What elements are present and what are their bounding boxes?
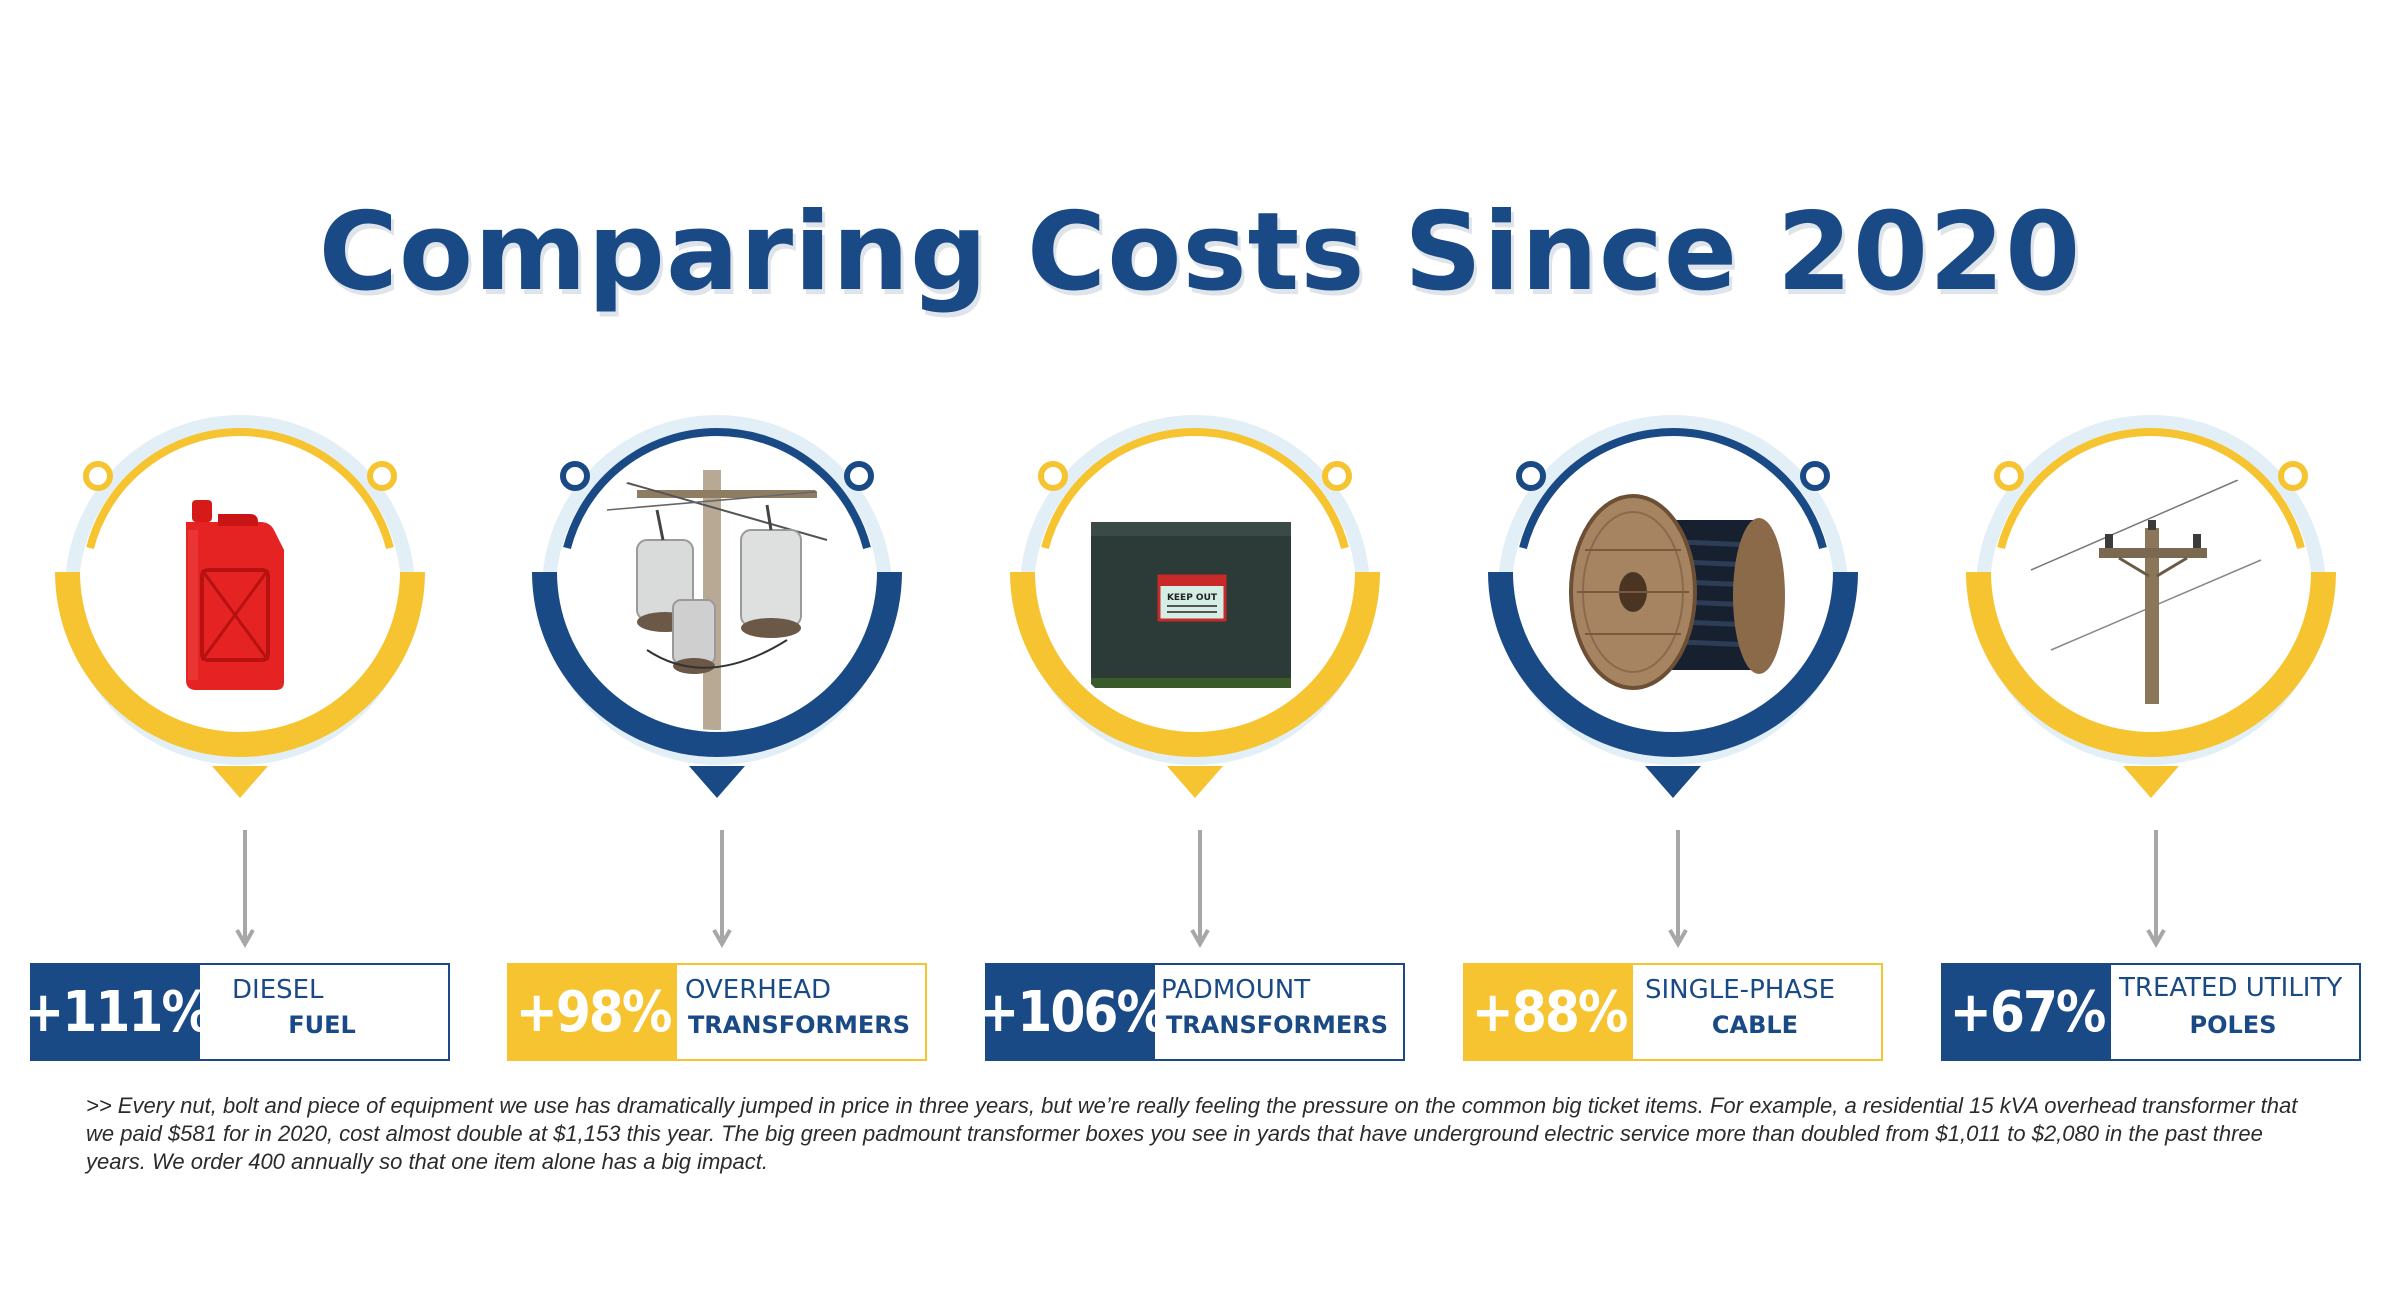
down-arrow-icon [235, 830, 255, 949]
badge-ring [1488, 415, 1858, 798]
percent-increase: +106% [977, 965, 1167, 1059]
item-name-line2: CABLE [1711, 1011, 1799, 1039]
cost-label-box: +106% PADMOUNT TRANSFORMERS [977, 963, 1405, 1061]
warning-sign-text: KEEP OUT [1167, 593, 1218, 603]
item-name-line2: FUEL [288, 1011, 356, 1039]
cost-label-box: +67% TREATED UTILITY POLES [1941, 963, 2361, 1061]
cost-item-overhead-transformers: +98% OVERHEAD TRANSFORMERS [507, 380, 927, 1080]
down-arrow-icon [2146, 830, 2166, 949]
percent-increase: +67% [1943, 965, 2111, 1059]
cable-spool-icon [1533, 450, 1813, 730]
item-name-line2: POLES [2189, 1011, 2277, 1039]
cost-label-box: +111% DIESEL FUEL [22, 963, 450, 1061]
padmount-transformer-icon: KEEP OUT [1055, 450, 1335, 730]
page-title: Comparing Costs Since 2020 [318, 190, 2082, 315]
utility-pole-icon [2011, 450, 2291, 730]
item-name-line2: TRANSFORMERS [1165, 1011, 1389, 1039]
item-name-line1: OVERHEAD [685, 975, 832, 1005]
cost-label-box: +98% OVERHEAD TRANSFORMERS [507, 963, 927, 1061]
item-name-line1: PADMOUNT [1161, 975, 1311, 1005]
fuel-can-icon [100, 450, 380, 730]
item-name-line1: TREATED UTILITY [2119, 973, 2343, 1003]
cost-label-box: +88% SINGLE-PHASE CABLE [1463, 963, 1883, 1061]
down-arrow-icon [1668, 830, 1688, 949]
item-name-line1: SINGLE-PHASE [1645, 975, 1836, 1005]
cost-item-padmount-transformers: KEEP OUT +106% PADMOUNT TRANSFORMERS [977, 380, 1405, 1080]
cost-item-single-phase-cable: +88% SINGLE-PHASE CABLE [1463, 380, 1883, 1080]
cost-item-diesel-fuel: +111% DIESEL FUEL [22, 380, 450, 1080]
badge-ring [1010, 415, 1380, 798]
badge-ring [1966, 415, 2336, 798]
percent-increase: +98% [509, 965, 677, 1059]
badge-ring [532, 415, 902, 798]
overhead-transformer-icon [577, 450, 857, 730]
item-name-line1: DIESEL [232, 975, 324, 1005]
percent-increase: +111% [22, 965, 212, 1059]
cost-item-treated-utility-poles: +67% TREATED UTILITY POLES [1941, 380, 2361, 1080]
down-arrow-icon [1190, 830, 1210, 949]
footnote-text: >> Every nut, bolt and piece of equipmen… [86, 1093, 2298, 1174]
percent-increase: +88% [1465, 965, 1633, 1059]
item-name-line2: TRANSFORMERS [687, 1011, 911, 1039]
badge-ring [55, 415, 425, 798]
down-arrow-icon [712, 830, 732, 949]
